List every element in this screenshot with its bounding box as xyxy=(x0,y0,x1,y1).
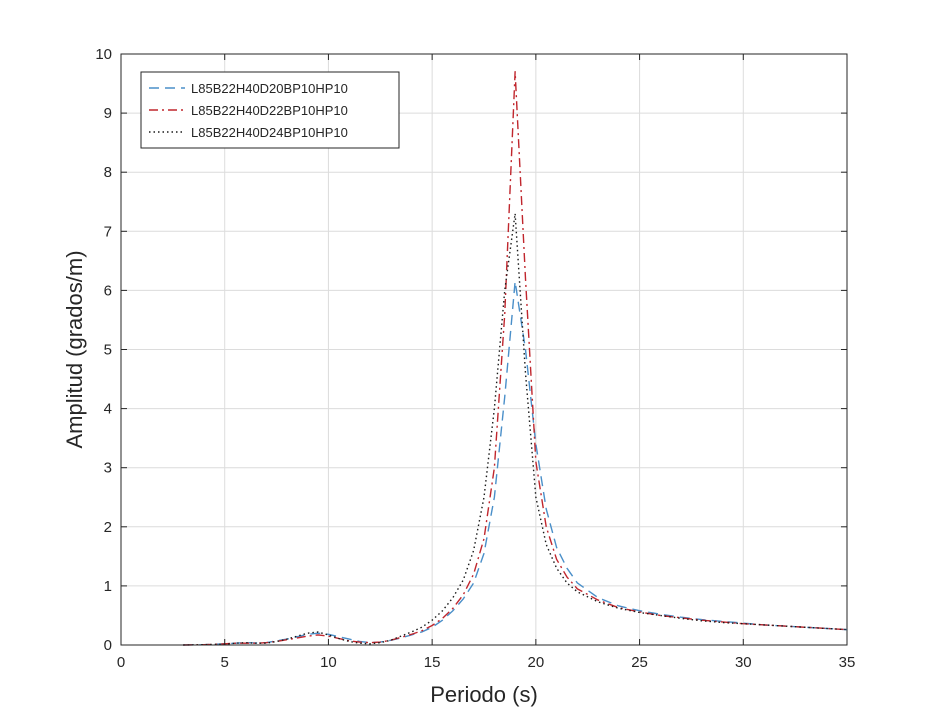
legend-label-2: L85B22H40D22BP10HP10 xyxy=(191,103,348,118)
y-axis-title: Amplitud (grados/m) xyxy=(62,250,87,448)
y-tick-label: 9 xyxy=(104,105,112,122)
y-tick-label: 4 xyxy=(104,401,112,418)
legend: L85B22H40D20BP10HP10 L85B22H40D22BP10HP10… xyxy=(140,71,400,149)
legend-label-3: L85B22H40D24BP10HP10 xyxy=(191,125,348,140)
y-tick-label: 1 xyxy=(104,578,112,595)
legend-box xyxy=(140,71,400,149)
y-tick-label: 8 xyxy=(104,164,112,181)
x-tick-label: 10 xyxy=(320,654,337,671)
y-tick-label: 2 xyxy=(104,519,112,536)
y-tick-label: 0 xyxy=(104,637,112,654)
x-tick-label: 5 xyxy=(221,654,229,671)
series-group xyxy=(183,71,848,646)
legend-label-1: L85B22H40D20BP10HP10 xyxy=(191,81,348,96)
x-tick-label: 0 xyxy=(117,654,125,671)
series-line-1 xyxy=(183,280,848,646)
y-tick-label: 7 xyxy=(104,223,112,240)
series-line-2 xyxy=(183,71,848,646)
x-tick-label: 15 xyxy=(424,654,441,671)
x-tick-label: 35 xyxy=(839,654,856,671)
x-axis-title: Periodo (s) xyxy=(430,682,538,707)
y-tick-label: 6 xyxy=(104,282,112,299)
series-line-3 xyxy=(183,212,848,646)
x-tick-label: 25 xyxy=(631,654,648,671)
y-tick-label: 10 xyxy=(95,46,112,63)
x-tick-label: 20 xyxy=(528,654,545,671)
axis-ticks: 0 5 10 15 20 25 30 35 0 1 2 3 4 5 6 7 8 9 10 xyxy=(95,46,855,671)
y-tick-label: 5 xyxy=(104,342,112,359)
y-tick-label: 3 xyxy=(104,460,112,477)
x-tick-label: 30 xyxy=(735,654,752,671)
